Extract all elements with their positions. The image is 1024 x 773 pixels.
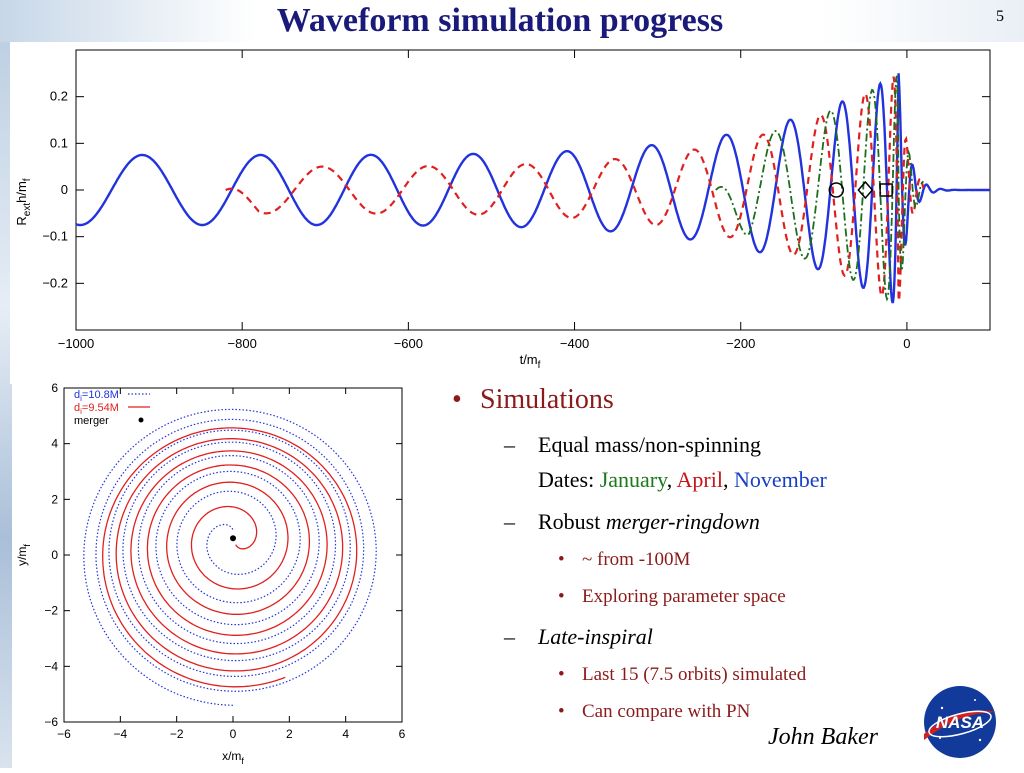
- author-name: John Baker: [768, 724, 878, 750]
- orbit-ytick-label: −4: [44, 659, 58, 673]
- waveform-ylabel: Rexth/mf: [14, 178, 33, 225]
- waveform-ytick-label: 0.1: [50, 135, 68, 150]
- svg-text:NASA: NASA: [936, 713, 984, 732]
- orbit-legend-label: merger: [74, 415, 109, 427]
- bullet-robust: – Robust merger-ringdown: [504, 509, 760, 534]
- slide-title: Waveform simulation progress: [276, 2, 724, 39]
- orbit-xtick-label: 0: [230, 727, 237, 741]
- waveform-ytick-label: 0.2: [50, 89, 68, 104]
- waveform-series-red: [225, 76, 925, 302]
- waveform-marker-diamond: [857, 180, 874, 200]
- waveform-ytick-label: 0: [61, 182, 68, 197]
- bullet-equal-mass: – Equal mass/non-spinning: [504, 432, 762, 457]
- bullet-compare-pn: • Can compare with PN: [558, 701, 751, 722]
- orbit-legend-label: di=9.54M: [74, 402, 119, 416]
- waveform-xtick-label: −400: [560, 336, 589, 351]
- bullet-exploring: • Exploring parameter space: [558, 586, 786, 607]
- date-january: January: [599, 467, 667, 492]
- orbit-ytick-label: 0: [51, 548, 58, 562]
- bullet-from-100m: • ~ from -100M: [558, 549, 691, 570]
- orbit-legend-label: di=10.8M: [74, 389, 119, 403]
- waveform-chart-panel: −1000 −800 −600 −400 −200 0 0.2 0.1 0 −0.1 −0.2 t/…: [10, 42, 1008, 384]
- orbit-ytick-label: −6: [44, 715, 58, 729]
- date-april: April: [676, 467, 723, 492]
- orbit-xtick-label: −6: [57, 727, 71, 741]
- waveform-marker-circle: [828, 182, 845, 198]
- bullet-simulations: • Simulations: [452, 384, 614, 415]
- orbit-ylabel: y/mf: [15, 544, 32, 566]
- orbit-ytick-label: 4: [51, 437, 58, 451]
- waveform-xtick-label: −600: [394, 336, 423, 351]
- orbit-xtick-label: 6: [399, 727, 406, 741]
- orbit-merger-point: [230, 535, 236, 542]
- page-number: 5: [996, 8, 1004, 25]
- orbit-xtick-label: −2: [170, 727, 184, 741]
- orbit-series-blue: [83, 408, 377, 706]
- orbit-series-red: [102, 427, 358, 688]
- waveform-ytick-label: −0.1: [42, 229, 68, 244]
- bullet-dates: Dates: January, April, November: [538, 467, 827, 492]
- orbit-chart-panel: −6 −4 −2 0 2 4 6 6 4 2 0 −2 −4 −6 di=10.8M di=9.54M mer…: [12, 376, 424, 768]
- orbit-xtick-label: −4: [113, 727, 127, 741]
- waveform-series-blue: [75, 73, 990, 304]
- waveform-xtick-label: 0: [903, 336, 910, 351]
- waveform-xtick-label: −1000: [58, 336, 95, 351]
- orbit-xlabel: x/mf: [222, 749, 244, 766]
- orbit-xtick-label: 2: [286, 727, 293, 741]
- orbit-xtick-label: 4: [342, 727, 349, 741]
- waveform-ytick-label: −0.2: [42, 275, 68, 290]
- waveform-xlabel: t/mf: [520, 352, 541, 371]
- bullet-late-inspiral: – Late-inspiral: [504, 624, 653, 649]
- orbit-ytick-label: 6: [51, 381, 58, 395]
- orbit-ytick-label: −2: [44, 604, 58, 618]
- orbit-chart: −6 −4 −2 0 2 4 6 6 4 2 0 −2 −4 −6 di=10.8Mdi=9.54Mmer…: [15, 381, 406, 766]
- waveform-marker-square: [879, 183, 893, 197]
- waveform-chart: −1000 −800 −600 −400 −200 0 0.2 0.1 0 −0.1 −0.2 t/…: [14, 49, 991, 371]
- date-november: November: [733, 467, 827, 492]
- nasa-logo: NASA: [920, 682, 1000, 762]
- background-top-strip: [0, 0, 1024, 42]
- waveform-series-green: [715, 75, 924, 302]
- orbit-ytick-label: 2: [51, 492, 58, 506]
- bullet-last15: • Last 15 (7.5 orbits) simulated: [558, 664, 807, 685]
- orbit-legend-marker: [138, 417, 144, 423]
- waveform-xtick-label: −800: [228, 336, 257, 351]
- waveform-xtick-label: −200: [726, 336, 755, 351]
